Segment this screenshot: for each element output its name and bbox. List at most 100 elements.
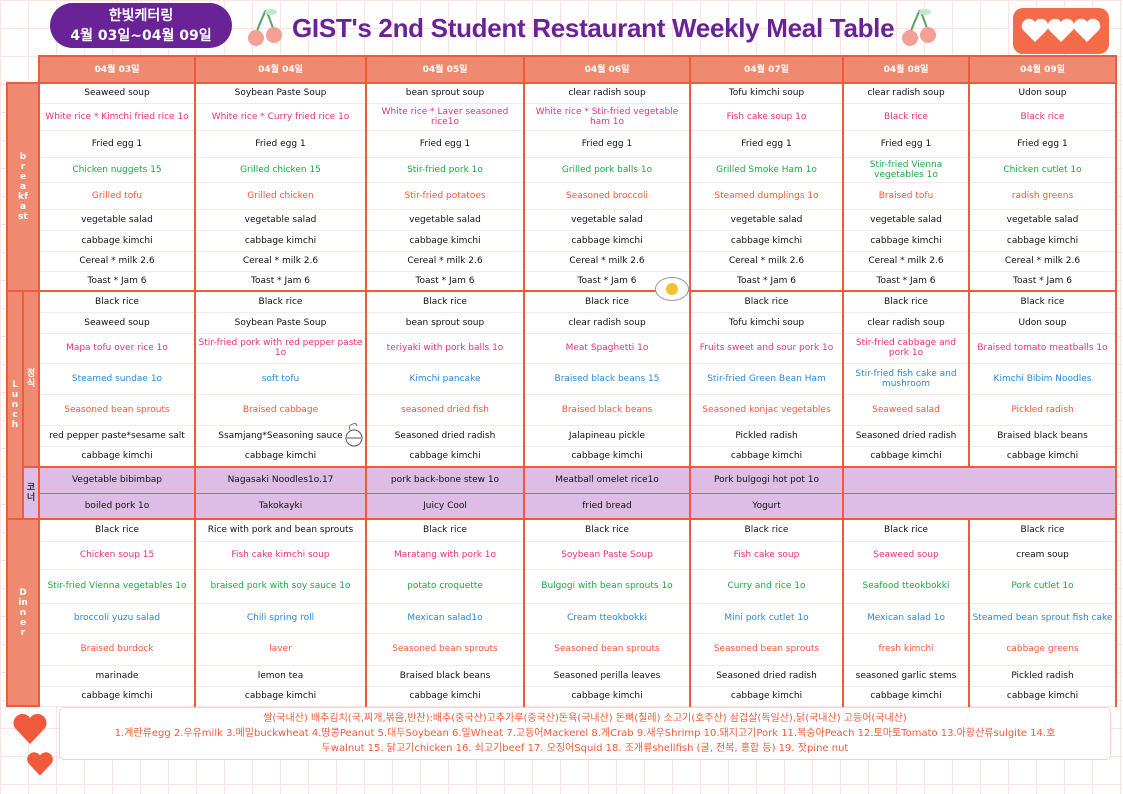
meal-label-dinner: Dinner [6, 518, 40, 707]
menu-item: Braised tomato meatballs 1o [968, 333, 1117, 364]
menu-item: cabbage kimchi [689, 446, 844, 468]
menu-item: Pickled radish [689, 425, 844, 447]
footer-note: 쌀(국내산) 배추김치(국,찌개,볶음,반찬):배추(중국산)고추가루(중국산)… [60, 708, 1110, 759]
date-header: 04월 04일 [194, 55, 367, 83]
menu-item: Fried egg 1 [968, 130, 1117, 158]
menu-item: vegetable salad [523, 209, 691, 231]
corner-blank [7, 56, 39, 83]
meal-label-lunch: Lunch [6, 290, 24, 520]
menu-item: Chili spring roll [194, 603, 367, 634]
menu-item: Toast * Jam 6 [38, 271, 196, 292]
decorative-hearts-icon [1013, 8, 1109, 54]
date-header-row: 04월 03일 04월 04일 04월 05일 04월 06일 04월 07일 04월 0… [7, 55, 1117, 83]
menu-item: White rice * Laver seasoned rice1o [365, 103, 525, 131]
menu-item: cabbage kimchi [194, 446, 367, 468]
menu-item: Seasoned perilla leaves [523, 665, 691, 687]
menu-item: vegetable salad [38, 209, 196, 231]
menu-item: fresh kimchi [842, 633, 970, 666]
menu-item: Pork cutlet 1o [968, 569, 1117, 604]
menu-item: cream soup [968, 541, 1117, 570]
menu-item: Cream tteokbokki [523, 603, 691, 634]
menu-item: Fish cake soup [689, 541, 844, 570]
date-header: 04월 03일 [38, 55, 196, 83]
menu-item: Seafood tteokbokki [842, 569, 970, 604]
menu-item: Seasoned dried radish [365, 425, 525, 447]
menu-item: Toast * Jam 6 [194, 271, 367, 292]
menu-item: Seasoned bean sprouts [523, 633, 691, 666]
menu-item: Pickled radish [968, 394, 1117, 426]
menu-item: cabbage kimchi [523, 446, 691, 468]
menu-item: Steamed bean sprout fish cake [968, 603, 1117, 634]
menu-item: Black rice [968, 518, 1117, 542]
menu-item: cabbage kimchi [38, 446, 196, 468]
menu-item: Black rice [842, 103, 970, 131]
heart-icon [13, 713, 47, 744]
menu-item: cabbage kimchi [38, 230, 196, 252]
menu-item: cabbage kimchi [38, 686, 196, 707]
menu-item: Seasoned bean sprouts [38, 394, 196, 426]
menu-item: vegetable salad [365, 209, 525, 231]
menu-item: cabbage kimchi [842, 446, 970, 468]
cherry-icon [902, 9, 937, 46]
menu-item: Stir-fried pork with red pepper paste 1o [194, 333, 367, 364]
menu-item: Pork bulgogi hot pot 1o [689, 466, 844, 494]
menu-item: Cereal * milk 2.6 [689, 251, 844, 272]
menu-item: Black rice [842, 290, 970, 313]
menu-item: Fried egg 1 [523, 130, 691, 158]
menu-item: White rice * Stir-fried vegetable ham 1o [523, 103, 691, 131]
menu-item: lemon tea [194, 665, 367, 687]
menu-item: Soybean Paste Soup [194, 312, 367, 334]
menu-item: Grilled Smoke Ham 1o [689, 157, 844, 183]
menu-item: Tofu kimchi soup [689, 82, 844, 104]
menu-row: Cereal * milk 2.6 Cereal * milk 2.6 Cereal… [7, 251, 1117, 272]
meal-label-breakfast: breakfast [6, 82, 40, 292]
menu-item: Fried egg 1 [365, 130, 525, 158]
menu-item: Toast * Jam 6 [365, 271, 525, 292]
menu-item: red pepper paste*sesame salt [38, 425, 196, 447]
menu-item: Braised black beans 15 [523, 363, 691, 395]
heart-icon [27, 752, 53, 776]
menu-row: red pepper paste*sesame salt Ssamjang*Sea… [7, 425, 1117, 447]
menu-item: Black rice [968, 290, 1117, 313]
menu-item: Stir-fried Green Bean Ham [689, 363, 844, 395]
date-header: 04월 06일 [523, 55, 691, 83]
menu-item: Udon soup [968, 82, 1117, 104]
menu-item: Vegetable bibimbap [38, 466, 196, 494]
menu-item: Chicken nuggets 15 [38, 157, 196, 183]
menu-item: vegetable salad [842, 209, 970, 231]
menu-item: cabbage kimchi [842, 230, 970, 252]
menu-item: teriyaki with pork balls 1o [365, 333, 525, 364]
menu-item: Fruits sweet and sour pork 1o [689, 333, 844, 364]
menu-item: Braised black beans [523, 394, 691, 426]
menu-row: Mapa tofu over rice 1o Stir-fried pork wi… [7, 333, 1117, 364]
menu-item: broccoli yuzu salad [38, 603, 196, 634]
menu-item: Nagasaki Noodles1o.17 [194, 466, 367, 494]
menu-item: vegetable salad [968, 209, 1117, 231]
menu-row: Chicken nuggets 15 Grilled chicken 15 Stir… [7, 157, 1117, 183]
menu-item: seasoned dried fish [365, 394, 525, 426]
menu-item: vegetable salad [689, 209, 844, 231]
label-text: Lunch [11, 380, 19, 430]
menu-item: Black rice [523, 518, 691, 542]
menu-item: cabbage kimchi [689, 686, 844, 707]
menu-item: cabbage kimchi [968, 446, 1117, 468]
menu-item: Stir-fried Vienna vegetables 1o [842, 157, 970, 183]
label-text: breakfast [18, 152, 28, 222]
cherry-icon [248, 9, 282, 46]
menu-item: Mapa tofu over rice 1o [38, 333, 196, 364]
menu-row: Braised burdock laver Seasoned bean sprout… [7, 633, 1117, 666]
menu-item: Cereal * milk 2.6 [968, 251, 1117, 272]
menu-item: Steamed sundae 1o [38, 363, 196, 395]
menu-item: Seaweed soup [38, 82, 196, 104]
menu-item: Braised tofu [842, 182, 970, 210]
menu-row: Seasoned bean sprouts Braised cabbage seas… [7, 394, 1117, 426]
menu-item: cabbage kimchi [194, 230, 367, 252]
menu-item: Toast * Jam 6 [842, 271, 970, 292]
menu-item: Soybean Paste Soup [194, 82, 367, 104]
menu-item: braised pork with soy sauce 1o [194, 569, 367, 604]
menu-item: Jalapineau pickle [523, 425, 691, 447]
menu-item: cabbage kimchi [689, 230, 844, 252]
menu-item: Yogurt [689, 492, 844, 520]
menu-item: vegetable salad [194, 209, 367, 231]
menu-item: Black rice [523, 290, 691, 313]
